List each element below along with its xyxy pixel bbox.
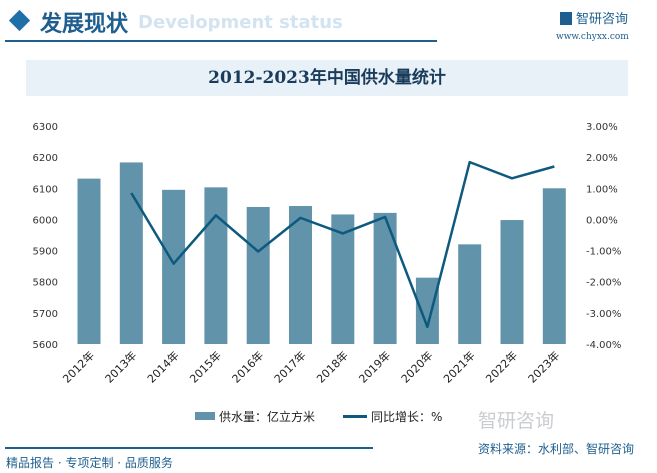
y-left-tick-label: 6200	[33, 153, 58, 164]
x-tick-label: 2014年	[144, 348, 181, 385]
legend-line-swatch	[343, 415, 368, 418]
legend-bar: 供水量：亿立方米	[195, 408, 315, 425]
y-left-tick-label: 5700	[33, 309, 58, 320]
slogan: 精品报告 · 专项定制 · 品质服务	[6, 456, 173, 470]
legend-bar-swatch	[195, 412, 215, 420]
header-divider	[5, 40, 437, 42]
y-left-tick-label: 5900	[33, 247, 58, 258]
footer-divider	[5, 447, 373, 449]
bar	[204, 187, 228, 344]
x-tick-label: 2012年	[60, 348, 97, 385]
x-tick-label: 2013年	[102, 348, 139, 385]
y-left-tick-label: 5800	[33, 278, 58, 289]
bar	[500, 220, 524, 344]
chart-title: 2012-2023年中国供水量统计	[26, 60, 628, 96]
y-left-tick-label: 5600	[33, 340, 58, 351]
x-tick-label: 2019年	[356, 348, 393, 385]
y-left-tick-label: 6000	[33, 215, 58, 226]
y-right-tick-label: 2.00%	[586, 153, 618, 164]
brand-logo: 智研咨询	[560, 8, 628, 27]
legend-line-label: 同比增长：%	[371, 410, 443, 424]
y-left-tick-label: 6100	[33, 184, 58, 195]
y-right-tick-label: 3.00%	[586, 122, 618, 133]
section-subtitle: Development status	[138, 12, 343, 33]
bar	[119, 162, 143, 344]
logo-text: 智研咨询	[576, 12, 629, 27]
legend-bar-label: 供水量：亿立方米	[219, 410, 316, 424]
legend: 供水量：亿立方米 同比增长：%	[195, 408, 442, 425]
y-left-tick-label: 6300	[33, 122, 58, 133]
source-note: 资料来源：水利部、智研咨询	[478, 442, 635, 456]
legend-line: 同比增长：%	[343, 408, 442, 425]
y-right-tick-label: -4.00%	[586, 340, 621, 351]
x-tick-label: 2015年	[187, 348, 224, 385]
x-tick-label: 2016年	[229, 348, 266, 385]
section-title: 发展现状	[40, 12, 129, 37]
bar	[458, 244, 482, 344]
y-right-tick-label: -1.00%	[586, 247, 621, 258]
y-right-tick-label: 1.00%	[586, 184, 618, 195]
x-tick-label: 2022年	[483, 348, 520, 385]
x-tick-label: 2018年	[313, 348, 350, 385]
bar	[542, 188, 566, 344]
y-right-tick-label: -3.00%	[586, 309, 621, 320]
x-tick-label: 2023年	[525, 348, 562, 385]
brand-url: www.chyxx.com	[556, 32, 629, 42]
bar	[77, 178, 101, 344]
bar	[415, 277, 439, 344]
y-right-tick-label: 0.00%	[586, 215, 618, 226]
x-tick-label: 2017年	[271, 348, 308, 385]
x-tick-label: 2020年	[398, 348, 435, 385]
bar	[162, 189, 186, 344]
bar	[289, 206, 312, 344]
bar	[331, 214, 355, 344]
bar	[373, 212, 397, 344]
bar	[246, 206, 270, 344]
watermark-logo: 智研咨询	[478, 410, 555, 432]
x-tick-label: 2021年	[440, 348, 477, 385]
y-right-tick-label: -2.00%	[586, 278, 621, 289]
logo-icon	[560, 12, 572, 25]
